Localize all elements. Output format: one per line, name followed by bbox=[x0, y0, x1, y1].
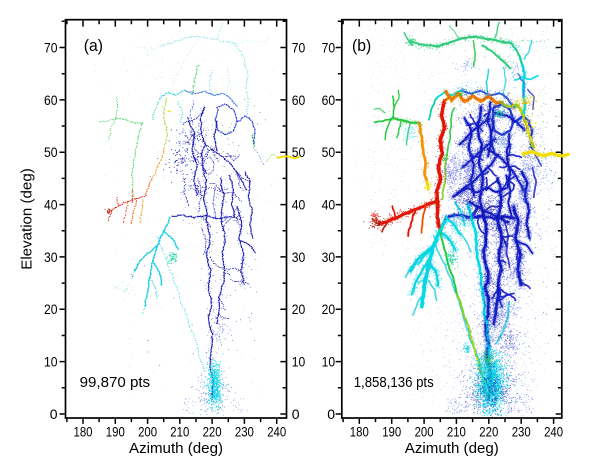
svg-text:70: 70 bbox=[292, 39, 306, 55]
svg-text:30: 30 bbox=[44, 249, 58, 265]
svg-text:20: 20 bbox=[322, 301, 336, 317]
svg-text:30: 30 bbox=[322, 249, 336, 265]
svg-text:200: 200 bbox=[415, 424, 434, 440]
svg-text:220: 220 bbox=[203, 424, 222, 440]
svg-text:40: 40 bbox=[322, 197, 336, 213]
svg-text:30: 30 bbox=[292, 249, 306, 265]
svg-text:Elevation (deg): Elevation (deg) bbox=[19, 168, 36, 270]
svg-text:0: 0 bbox=[292, 406, 300, 422]
svg-text:20: 20 bbox=[44, 301, 58, 317]
svg-text:1,858,136 pts: 1,858,136 pts bbox=[354, 374, 434, 391]
svg-text:40: 40 bbox=[44, 197, 58, 213]
svg-text:50: 50 bbox=[322, 144, 336, 160]
svg-text:70: 70 bbox=[44, 39, 58, 55]
svg-text:10: 10 bbox=[292, 354, 306, 370]
svg-text:0: 0 bbox=[50, 406, 58, 422]
svg-text:60: 60 bbox=[292, 92, 306, 108]
svg-text:210: 210 bbox=[447, 424, 466, 440]
svg-text:180: 180 bbox=[350, 424, 369, 440]
svg-text:230: 230 bbox=[235, 424, 254, 440]
svg-text:190: 190 bbox=[382, 424, 401, 440]
svg-text:240: 240 bbox=[267, 424, 286, 440]
svg-text:230: 230 bbox=[512, 424, 531, 440]
svg-text:99,870 pts: 99,870 pts bbox=[80, 374, 151, 391]
svg-text:50: 50 bbox=[44, 144, 58, 160]
svg-text:(b): (b) bbox=[352, 36, 371, 55]
svg-text:190: 190 bbox=[106, 424, 125, 440]
svg-text:50: 50 bbox=[292, 144, 306, 160]
svg-text:(a): (a) bbox=[84, 36, 103, 55]
svg-text:220: 220 bbox=[479, 424, 498, 440]
svg-text:40: 40 bbox=[292, 197, 306, 213]
svg-text:240: 240 bbox=[544, 424, 563, 440]
svg-text:70: 70 bbox=[322, 39, 336, 55]
svg-text:10: 10 bbox=[322, 354, 336, 370]
svg-text:20: 20 bbox=[292, 301, 306, 317]
svg-text:60: 60 bbox=[322, 92, 336, 108]
svg-text:0: 0 bbox=[327, 406, 335, 422]
svg-text:60: 60 bbox=[44, 92, 58, 108]
svg-text:180: 180 bbox=[74, 424, 93, 440]
svg-text:210: 210 bbox=[170, 424, 189, 440]
svg-text:Azimuth (deg): Azimuth (deg) bbox=[129, 440, 223, 457]
svg-text:10: 10 bbox=[44, 354, 58, 370]
svg-text:200: 200 bbox=[138, 424, 157, 440]
svg-text:Azimuth (deg): Azimuth (deg) bbox=[405, 440, 499, 457]
